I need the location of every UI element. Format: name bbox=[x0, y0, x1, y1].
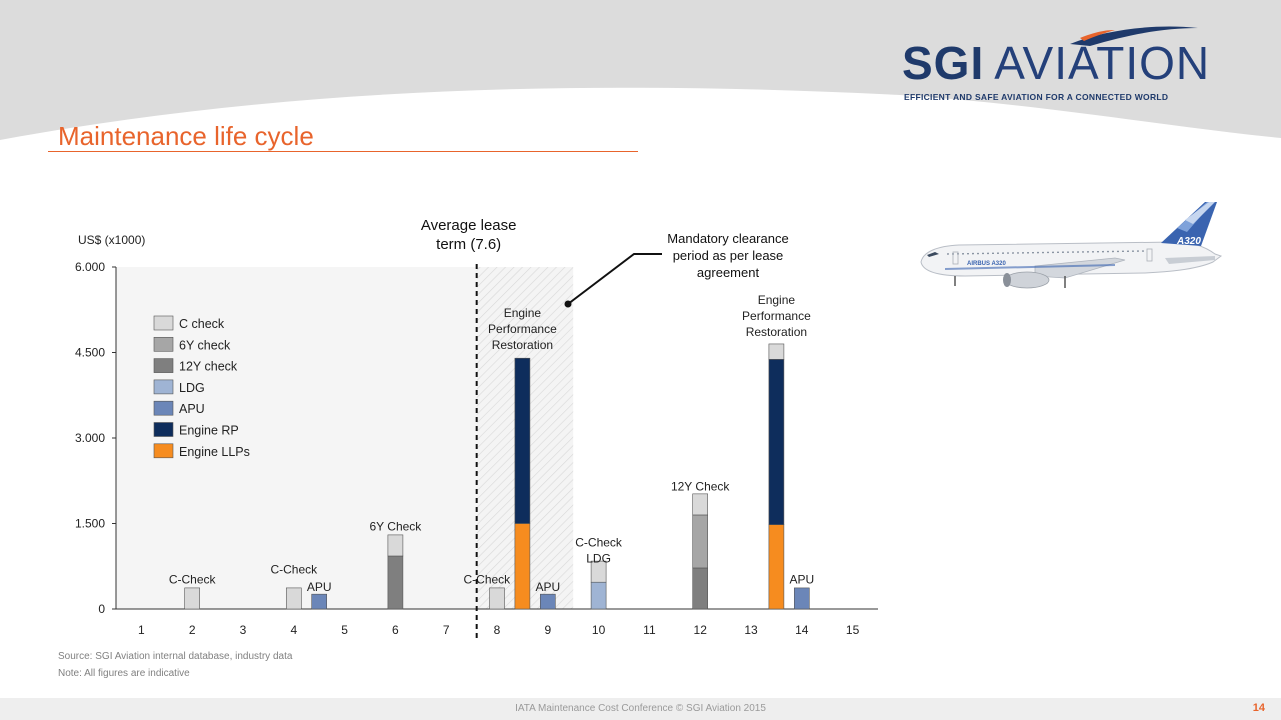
bar-segment-c-check bbox=[285, 587, 302, 610]
page-number: 14 bbox=[1252, 702, 1265, 714]
x-tick-label: 15 bbox=[846, 623, 860, 637]
bar-label: 12Y Check bbox=[671, 479, 730, 493]
legend-label: Engine RP bbox=[179, 424, 239, 438]
legend-swatch bbox=[153, 315, 174, 331]
bar-segment-apu bbox=[311, 593, 328, 610]
legend-label: 6Y check bbox=[179, 338, 231, 352]
bar-segment-apu bbox=[793, 587, 810, 610]
bar-label: Performance bbox=[488, 322, 557, 336]
x-tick-label: 4 bbox=[290, 623, 297, 637]
y-tick-label: 0 bbox=[98, 602, 105, 616]
y-tick-label: 3.000 bbox=[75, 431, 105, 445]
bar-segment-c-check bbox=[184, 587, 200, 610]
bar-segment-engine-rp bbox=[768, 359, 785, 525]
bar-segment-engine-llps bbox=[514, 523, 531, 610]
body-text: AIRBUS A320 bbox=[967, 261, 1006, 267]
bar-segment-12y-check bbox=[692, 567, 709, 610]
x-tick-label: 8 bbox=[494, 623, 501, 637]
legend-label: 12Y check bbox=[179, 360, 238, 374]
x-tick-label: 14 bbox=[795, 623, 809, 637]
y-tick-label: 1.500 bbox=[75, 517, 105, 531]
y-axis-label: US$ (x1000) bbox=[78, 233, 145, 247]
bar-segment-engine-llps bbox=[768, 524, 785, 610]
clearance-label: agreement bbox=[697, 265, 760, 280]
legend-swatch bbox=[153, 336, 174, 352]
x-tick-label: 1 bbox=[138, 623, 145, 637]
legend-label: LDG bbox=[179, 381, 205, 395]
x-tick-label: 11 bbox=[643, 623, 656, 637]
bar-label: Restoration bbox=[492, 338, 553, 352]
x-tick-label: 2 bbox=[189, 623, 196, 637]
legend-label: APU bbox=[179, 402, 205, 416]
y-tick-label: 4.500 bbox=[75, 346, 105, 360]
legend-swatch bbox=[153, 422, 174, 437]
page-title: Maintenance life cycle bbox=[58, 121, 314, 151]
bar-label: LDG bbox=[586, 551, 611, 565]
x-tick-label: 9 bbox=[544, 623, 551, 637]
legend-swatch bbox=[153, 400, 174, 416]
bar-segment-c-check bbox=[768, 343, 785, 360]
x-tick-label: 13 bbox=[744, 623, 758, 637]
bar-segment-ldg bbox=[590, 581, 607, 610]
clearance-label: Mandatory clearance bbox=[667, 231, 788, 246]
airplane-image: A320 AIRBUS A320 bbox=[920, 202, 1223, 289]
bar-segment-c-check bbox=[387, 534, 404, 557]
bar-segment-c-check bbox=[590, 560, 607, 583]
footer-bar bbox=[0, 698, 1281, 720]
x-tick-label: 6 bbox=[392, 623, 399, 637]
x-tick-label: 10 bbox=[592, 623, 606, 637]
bar-label: C-Check bbox=[169, 572, 217, 586]
bar-segment-6y-check bbox=[692, 514, 709, 569]
source-note: Source: SGI Aviation internal database, … bbox=[58, 651, 293, 662]
bar-segment-c-check bbox=[692, 493, 709, 516]
clearance-callout-line bbox=[567, 253, 662, 305]
bar-label: C-Check bbox=[270, 563, 318, 577]
bar-segment-engine-rp bbox=[514, 357, 531, 524]
legend-swatch bbox=[153, 443, 174, 459]
lease-term-label: term (7.6) bbox=[436, 236, 501, 253]
footer-text: IATA Maintenance Cost Conference © SGI A… bbox=[515, 703, 766, 714]
header-background bbox=[0, 0, 1281, 140]
y-tick-label: 6.000 bbox=[75, 260, 105, 274]
bar-label: APU bbox=[307, 580, 332, 594]
x-tick-label: 3 bbox=[240, 623, 247, 637]
legend-label: Engine LLPs bbox=[179, 445, 250, 459]
bar-label: 6Y Check bbox=[369, 519, 422, 533]
bar-label: C-Check bbox=[463, 572, 511, 586]
lease-term-label: Average lease bbox=[421, 217, 517, 234]
x-tick-label: 5 bbox=[341, 623, 348, 637]
legend-label: C check bbox=[179, 317, 225, 331]
bar-segment-apu bbox=[539, 593, 556, 610]
brand-tagline: EFFICIENT AND SAFE AVIATION FOR A CONNEC… bbox=[904, 92, 1169, 102]
bar-label: APU bbox=[535, 580, 560, 594]
title-underline bbox=[48, 151, 638, 152]
bar-label: C-Check bbox=[575, 535, 623, 549]
legend-swatch bbox=[153, 379, 174, 395]
brand-name-thin: AVIATION bbox=[994, 37, 1211, 89]
logo-swoosh-icon bbox=[1070, 26, 1198, 46]
x-tick-label: 7 bbox=[443, 623, 450, 637]
brand-name-bold: SGI bbox=[902, 37, 985, 89]
lease-period-region bbox=[116, 267, 477, 609]
legend-swatch bbox=[153, 358, 174, 373]
indicative-note: Note: All figures are indicative bbox=[58, 668, 190, 679]
bar-segment-12y-check bbox=[387, 555, 404, 610]
bar-segment-c-check bbox=[489, 587, 505, 610]
bar-label: Engine bbox=[758, 293, 796, 307]
bar-label: Restoration bbox=[746, 325, 807, 339]
clearance-callout-dot bbox=[564, 300, 572, 308]
bar-label: APU bbox=[789, 572, 814, 586]
bar-label: Engine bbox=[504, 306, 542, 320]
x-tick-label: 12 bbox=[694, 623, 708, 637]
clearance-label: period as per lease bbox=[673, 248, 784, 263]
tail-text: A320 bbox=[1176, 236, 1201, 247]
brand-logo: SGI AVIATION EFFICIENT AND SAFE AVIATION … bbox=[900, 22, 1209, 106]
bar-label: Performance bbox=[742, 309, 811, 323]
brand-name: SGI AVIATION bbox=[902, 40, 1210, 86]
